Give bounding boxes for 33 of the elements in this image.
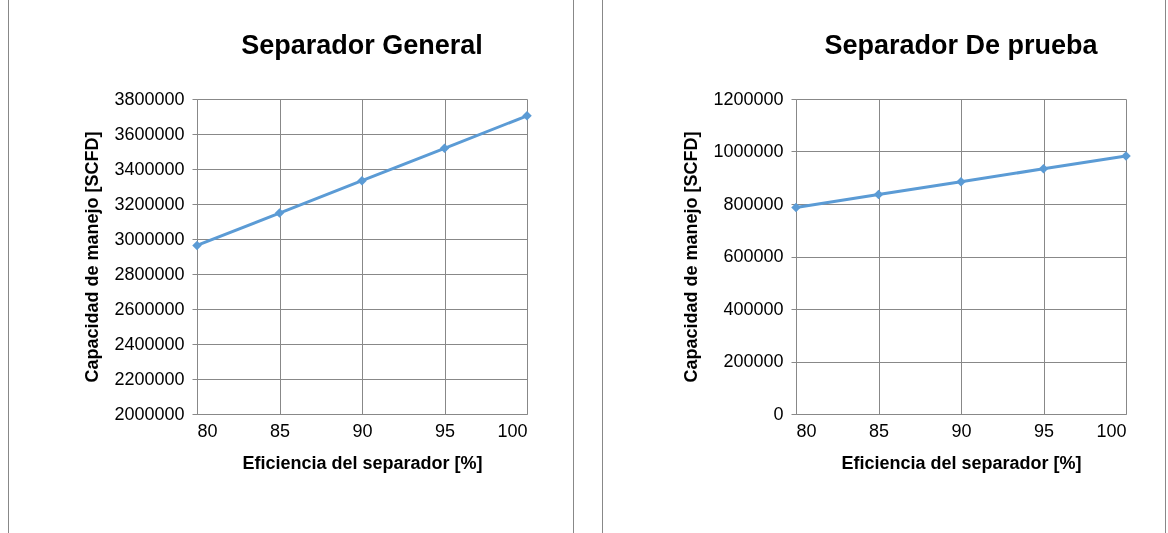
- y-tick-label: 800000: [723, 193, 784, 214]
- y-tick-label: 2800000: [114, 263, 185, 284]
- y-tick-label: 3200000: [114, 193, 185, 214]
- y-tick-label: 1000000: [713, 141, 784, 161]
- x-axis-title: Eficiencia del separador [%]: [242, 452, 483, 473]
- y-tick-label: 2000000: [114, 403, 185, 424]
- y-tick-label: 200000: [723, 351, 784, 371]
- x-tick-label: 90: [951, 420, 972, 441]
- y-tick-label: 3400000: [114, 158, 185, 179]
- y-axis-title: Capacidad de manejo [SCFD]: [681, 131, 702, 383]
- x-tick-label: 100: [497, 420, 528, 441]
- y-tick-label: 600000: [723, 246, 784, 266]
- y-tick-label: 400000: [723, 298, 784, 319]
- x-tick-label: 85: [269, 420, 291, 441]
- y-tick-label: 2600000: [114, 298, 185, 319]
- y-tick-label: 3000000: [114, 228, 185, 249]
- y-tick-label: 0: [773, 403, 784, 424]
- chart-title: Separador De prueba: [824, 30, 1099, 60]
- y-axis-title: Capacidad de manejo [SCFD]: [82, 131, 103, 383]
- y-tick-label: 2400000: [114, 333, 185, 354]
- y-tick-label: 3600000: [114, 123, 185, 144]
- y-tick-label: 1200000: [713, 88, 784, 109]
- chart-title: Separador General: [241, 30, 483, 60]
- x-tick-label: 100: [1096, 420, 1127, 441]
- y-tick-label: 3800000: [114, 88, 185, 109]
- x-tick-label: 90: [352, 420, 373, 441]
- x-tick-label: 80: [796, 420, 817, 441]
- y-tick-label: 2200000: [114, 368, 185, 389]
- x-tick-label: 80: [197, 420, 218, 441]
- x-axis-title: Eficiencia del separador [%]: [841, 452, 1082, 473]
- x-tick-label: 85: [868, 420, 890, 441]
- x-tick-label: 95: [434, 420, 456, 441]
- x-tick-label: 95: [1033, 420, 1055, 441]
